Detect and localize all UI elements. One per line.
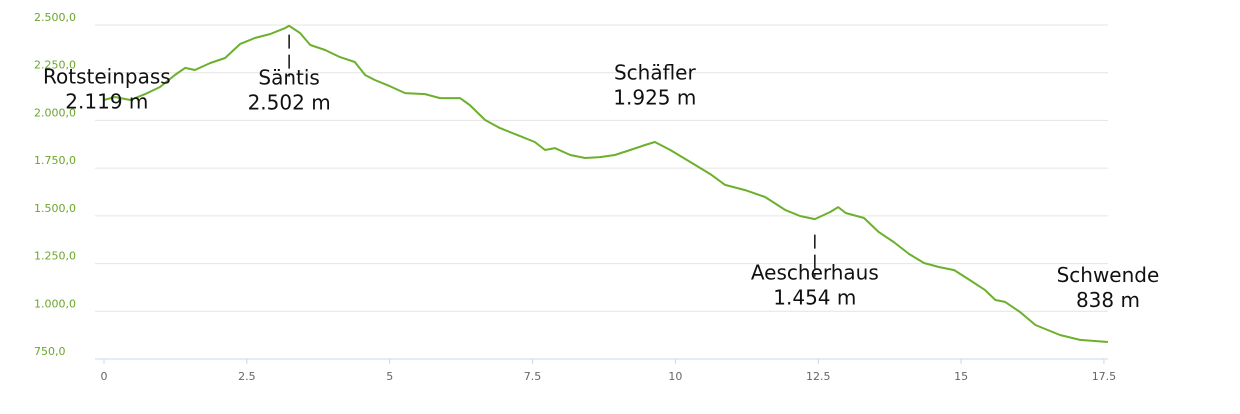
y-tick-label: 750,0 — [34, 345, 66, 358]
y-tick-label: 2.000,0 — [34, 106, 76, 119]
y-tick-label: 1.750,0 — [34, 154, 76, 167]
x-tick-label: 2.5 — [238, 370, 256, 383]
x-tick-label: 5 — [386, 370, 393, 383]
y-tick-label: 2.250,0 — [34, 59, 76, 72]
annotation-name: Rotsteinpass — [43, 65, 171, 89]
x-tick-label: 15 — [954, 370, 968, 383]
x-tick-label: 0 — [101, 370, 108, 383]
annotation-value: 1.454 m — [773, 286, 856, 310]
annotation-value: 2.502 m — [248, 91, 331, 115]
annotation-name: Schäfler — [614, 61, 697, 85]
annotation-name: Aescherhaus — [751, 261, 879, 285]
x-tick-label: 7.5 — [524, 370, 542, 383]
x-tick-label: 12.5 — [806, 370, 831, 383]
annotation-value: 1.925 m — [613, 86, 696, 110]
y-tick-label: 1.500,0 — [34, 202, 76, 215]
annotation-value: 838 m — [1076, 288, 1140, 312]
x-tick-label: 10 — [668, 370, 682, 383]
y-tick-label: 2.500,0 — [34, 11, 76, 24]
y-tick-label: 1.250,0 — [34, 250, 76, 263]
x-tick-label: 17.5 — [1092, 370, 1117, 383]
y-tick-label: 1.000,0 — [34, 297, 76, 310]
annotation-name: Säntis — [258, 66, 319, 90]
elevation-line — [103, 24, 1108, 343]
annotation-value: 2.119 m — [65, 90, 148, 114]
annotation-name: Schwende — [1057, 263, 1160, 287]
